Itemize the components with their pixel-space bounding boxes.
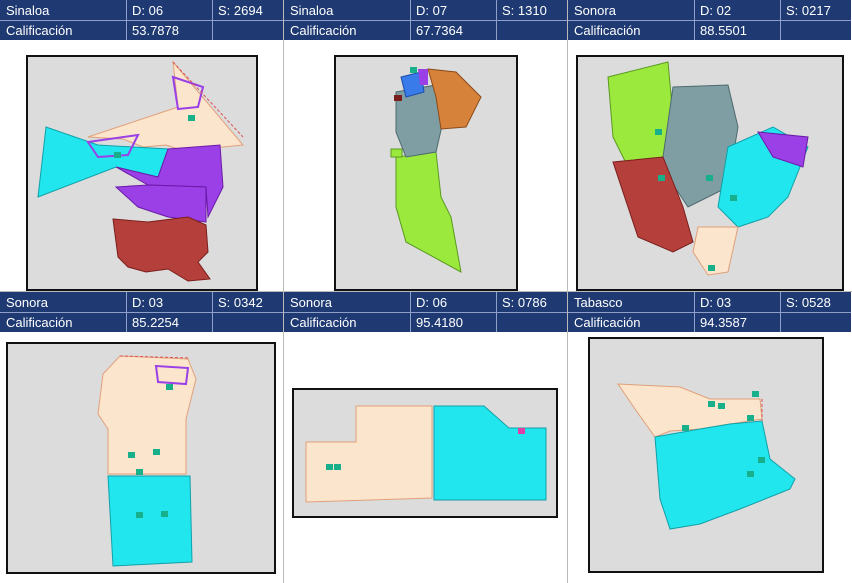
score-label: Calificación <box>290 23 357 38</box>
score-label: Calificación <box>6 315 73 330</box>
house-marker-icon[interactable] <box>161 511 168 517</box>
section-label: S: 2694 <box>218 3 263 18</box>
score-value: 53.7878 <box>132 23 179 38</box>
house-marker-icon[interactable] <box>708 401 715 407</box>
house-marker-icon[interactable] <box>752 391 759 397</box>
map-view[interactable] <box>26 55 258 291</box>
panel-tabasco-0528[interactable]: Tabasco D: 03 S: 0528 Calificación 94.3587 <box>568 292 851 583</box>
map-view[interactable] <box>6 342 276 574</box>
state-label: Sonora <box>574 3 616 18</box>
house-marker-icon[interactable] <box>334 464 341 470</box>
district-label: D: 03 <box>700 295 732 310</box>
state-label: Sonora <box>6 295 48 310</box>
house-marker-icon[interactable] <box>136 469 143 475</box>
score-value: 95.4180 <box>416 315 463 330</box>
house-marker-icon[interactable] <box>326 464 333 470</box>
house-marker-icon[interactable] <box>114 152 121 158</box>
district-label: D: 02 <box>700 3 732 18</box>
panel-sinaloa-2694[interactable]: Sinaloa D: 06 S: 2694 Calificación 53.7878 <box>0 0 283 291</box>
house-marker-icon[interactable] <box>410 67 417 73</box>
district-label: D: 03 <box>132 295 164 310</box>
house-marker-icon[interactable] <box>166 384 173 390</box>
panel-header: Sonora D: 03 S: 0342 Calificación 85.2254 <box>0 292 283 332</box>
score-label: Calificación <box>574 315 641 330</box>
panel-sonora-0217[interactable]: Sonora D: 02 S: 0217 Calificación 88.5501 <box>568 0 851 291</box>
panel-header: Sonora D: 06 S: 0786 Calificación 95.4180 <box>284 292 567 332</box>
panel-header: Tabasco D: 03 S: 0528 Calificación 94.3587 <box>568 292 851 332</box>
house-marker-icon[interactable] <box>128 452 135 458</box>
house-marker-icon[interactable] <box>658 175 665 181</box>
house-marker-icon[interactable] <box>730 195 737 201</box>
state-label: Sonora <box>290 295 332 310</box>
house-marker-icon[interactable] <box>747 415 754 421</box>
state-label: Tabasco <box>574 295 623 310</box>
section-label: S: 0786 <box>502 295 547 310</box>
state-label: Sinaloa <box>6 3 50 18</box>
district-label: D: 06 <box>132 3 164 18</box>
score-label: Calificación <box>290 315 357 330</box>
panel-header: Sinaloa D: 07 S: 1310 Calificación 67.7364 <box>284 0 567 40</box>
score-value: 85.2254 <box>132 315 179 330</box>
house-marker-icon[interactable] <box>758 457 765 463</box>
house-marker-icon[interactable] <box>718 403 725 409</box>
house-marker-icon[interactable] <box>682 425 689 431</box>
panel-header: Sinaloa D: 06 S: 2694 Calificación 53.7878 <box>0 0 283 40</box>
panel-sonora-0342[interactable]: Sonora D: 03 S: 0342 Calificación 85.2254 <box>0 292 283 583</box>
house-marker-icon[interactable] <box>136 512 143 518</box>
score-label: Calificación <box>6 23 73 38</box>
score-value: 67.7364 <box>416 23 463 38</box>
house-marker-icon[interactable] <box>518 428 525 434</box>
panel-sinaloa-1310[interactable]: Sinaloa D: 07 S: 1310 Calificación 67.7364 <box>284 0 567 291</box>
score-value: 94.3587 <box>700 315 747 330</box>
section-label: S: 1310 <box>502 3 547 18</box>
state-label: Sinaloa <box>290 3 334 18</box>
map-view[interactable] <box>334 55 518 291</box>
section-label: S: 0217 <box>786 3 831 18</box>
house-marker-icon[interactable] <box>655 129 662 135</box>
house-marker-icon[interactable] <box>188 115 195 121</box>
panel-sonora-0786[interactable]: Sonora D: 06 S: 0786 Calificación 95.4180 <box>284 292 567 583</box>
score-label: Calificación <box>574 23 641 38</box>
house-marker-icon[interactable] <box>708 265 715 271</box>
map-view[interactable] <box>292 388 558 518</box>
map-view[interactable] <box>588 337 824 573</box>
map-view[interactable] <box>576 55 844 291</box>
district-label: D: 06 <box>416 295 448 310</box>
score-value: 88.5501 <box>700 23 747 38</box>
house-marker-icon[interactable] <box>706 175 713 181</box>
house-marker-icon[interactable] <box>153 449 160 455</box>
section-label: S: 0342 <box>218 295 263 310</box>
panel-header: Sonora D: 02 S: 0217 Calificación 88.5501 <box>568 0 851 40</box>
district-label: D: 07 <box>416 3 448 18</box>
section-label: S: 0528 <box>786 295 831 310</box>
house-marker-icon[interactable] <box>747 471 754 477</box>
